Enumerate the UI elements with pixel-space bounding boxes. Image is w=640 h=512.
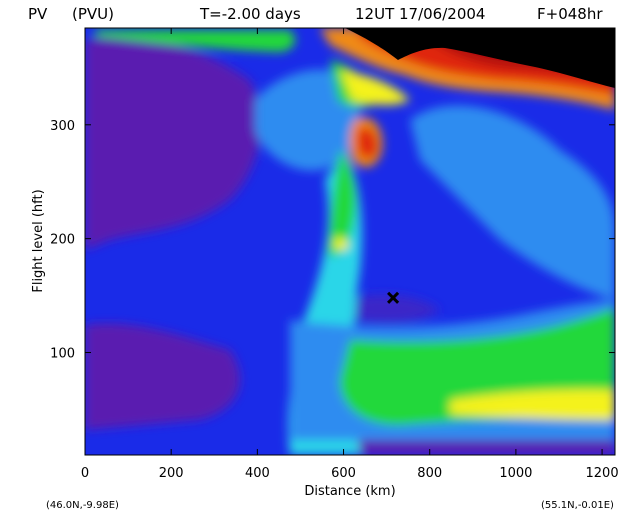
plot-frame bbox=[84, 27, 616, 456]
x-tick-label: 400 bbox=[245, 466, 270, 481]
pv-field-plot-area bbox=[85, 28, 615, 455]
y-axis: 100 200 300 bbox=[50, 119, 615, 362]
green-region-vertical bbox=[328, 150, 356, 257]
x-axis-title: Distance (km) bbox=[304, 484, 395, 499]
title-field: PV bbox=[28, 5, 48, 23]
x-tick-label: 200 bbox=[159, 466, 184, 481]
green-region-top-left bbox=[95, 30, 296, 52]
x-marker-icon bbox=[387, 291, 400, 304]
yellow-band-upper bbox=[340, 70, 410, 105]
x-tick-label: 1200 bbox=[586, 466, 619, 481]
y-tick-label: 100 bbox=[50, 347, 75, 362]
black-missing-data-region bbox=[345, 28, 615, 88]
y-axis-title: Flight level (hft) bbox=[31, 189, 46, 292]
marker-layer bbox=[387, 291, 400, 304]
x-axis: 0 200 400 600 800 1000 1200 bbox=[81, 28, 619, 481]
lightblue-region-upper bbox=[255, 69, 360, 171]
start-point-label: (46.0N,-9.98E) bbox=[46, 500, 119, 511]
y-tick-label: 300 bbox=[50, 119, 75, 134]
yellow-blob-mid bbox=[333, 237, 349, 251]
yellow-region-bottom-right bbox=[450, 389, 615, 420]
title-forecast: F+048hr bbox=[537, 5, 603, 23]
title-time-offset: T=-2.00 days bbox=[199, 5, 301, 23]
purple-region-upper-left bbox=[85, 36, 261, 251]
end-point-label: (55.1N,-0.01E) bbox=[541, 500, 614, 511]
x-tick-label: 800 bbox=[417, 466, 442, 481]
y-tick-label: 200 bbox=[50, 233, 75, 248]
title-valid-time: 12UT 17/06/2004 bbox=[355, 5, 485, 23]
title-units: (PVU) bbox=[72, 5, 114, 23]
x-tick-label: 600 bbox=[331, 466, 356, 481]
red-blob-tropopause-fold bbox=[356, 127, 378, 159]
chart-title: PV (PVU) T=-2.00 days 12UT 17/06/2004 F+… bbox=[28, 5, 603, 23]
x-tick-label: 0 bbox=[81, 466, 89, 481]
purple-region-mid bbox=[345, 294, 440, 323]
x-tick-label: 1000 bbox=[499, 466, 532, 481]
purple-region-lower-left bbox=[85, 323, 240, 430]
lightblue-region-right bbox=[410, 105, 615, 300]
